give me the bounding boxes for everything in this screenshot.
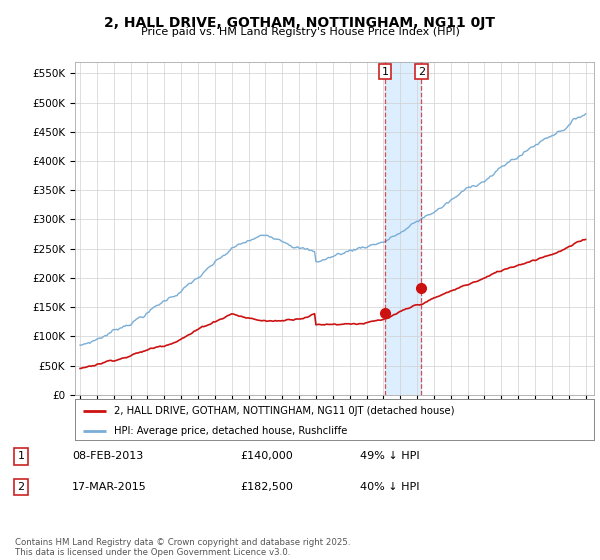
Text: £140,000: £140,000	[240, 451, 293, 461]
Text: 2: 2	[418, 67, 425, 77]
Text: 17-MAR-2015: 17-MAR-2015	[72, 482, 147, 492]
Text: 2: 2	[17, 482, 25, 492]
Text: 08-FEB-2013: 08-FEB-2013	[72, 451, 143, 461]
Bar	[385, 62, 421, 395]
Text: 1: 1	[17, 451, 25, 461]
Text: HPI: Average price, detached house, Rushcliffe: HPI: Average price, detached house, Rush…	[114, 426, 347, 436]
Text: 1: 1	[382, 67, 389, 77]
Text: Price paid vs. HM Land Registry's House Price Index (HPI): Price paid vs. HM Land Registry's House …	[140, 27, 460, 37]
Text: Contains HM Land Registry data © Crown copyright and database right 2025.
This d: Contains HM Land Registry data © Crown c…	[15, 538, 350, 557]
Text: 2, HALL DRIVE, GOTHAM, NOTTINGHAM, NG11 0JT: 2, HALL DRIVE, GOTHAM, NOTTINGHAM, NG11 …	[104, 16, 496, 30]
Text: 49% ↓ HPI: 49% ↓ HPI	[360, 451, 419, 461]
Text: £182,500: £182,500	[240, 482, 293, 492]
Text: 2, HALL DRIVE, GOTHAM, NOTTINGHAM, NG11 0JT (detached house): 2, HALL DRIVE, GOTHAM, NOTTINGHAM, NG11 …	[114, 405, 454, 416]
Text: 40% ↓ HPI: 40% ↓ HPI	[360, 482, 419, 492]
